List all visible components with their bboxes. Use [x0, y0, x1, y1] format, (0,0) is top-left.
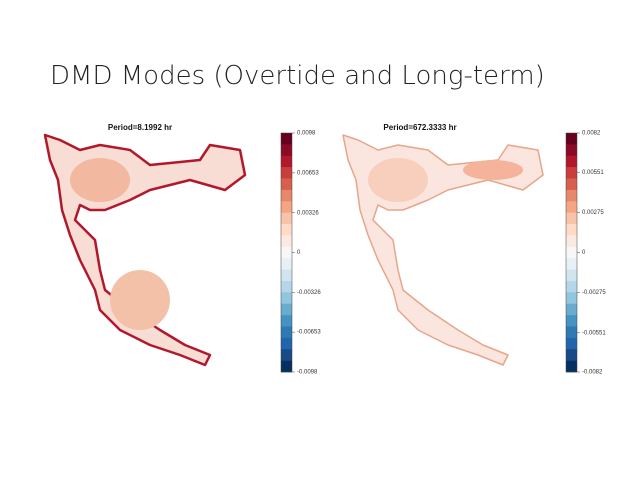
- colorbar-tick-label: 0.00275: [582, 210, 604, 216]
- colorbar-tick-label: -0.00551: [582, 330, 606, 336]
- colorbar-tick-label: 0: [582, 250, 586, 256]
- colorbar-band: [566, 235, 577, 248]
- colorbar-band: [566, 292, 577, 305]
- colorbar-band: [281, 178, 292, 191]
- colorbar-band: [281, 326, 292, 339]
- colorbar-band: [281, 235, 292, 248]
- colorbar-band: [566, 189, 577, 202]
- colorbar-band: [566, 258, 577, 270]
- bay-region: [110, 270, 170, 330]
- colorbar-tick-label: 0: [297, 250, 301, 256]
- colorbar-band: [281, 315, 292, 327]
- colorbar-band: [566, 155, 577, 168]
- colorbar-band: [281, 201, 292, 213]
- colorbar-tick-label: -0.0098: [297, 370, 318, 376]
- colorbar-band: [566, 178, 577, 191]
- colorbar-band: [281, 133, 292, 145]
- colorbar-tick-label: 0.00326: [297, 210, 319, 216]
- colorbar-tick-label: 0.00551: [582, 170, 604, 176]
- panel-title: Period=8.1992 hr: [108, 123, 172, 132]
- colorbar-tick-label: -0.00326: [297, 290, 321, 296]
- colorbar-band: [566, 167, 577, 179]
- colorbar-band: [566, 337, 577, 350]
- colorbar-tick-label: 0.0098: [297, 131, 316, 137]
- colorbar-band: [566, 201, 577, 213]
- colorbar-band: [281, 303, 292, 316]
- colorbar-band: [566, 212, 577, 225]
- bay-region: [463, 160, 523, 180]
- colorbar-tick-label: 0.00653: [297, 170, 319, 176]
- colorbar-band: [281, 167, 292, 179]
- colorbar-band: [281, 212, 292, 225]
- slide-title: DMD Modes (Overtide and Long-term): [50, 61, 545, 91]
- colorbar-band: [281, 337, 292, 350]
- colorbar-band: [566, 326, 577, 339]
- colorbar-tick-label: -0.00653: [297, 330, 321, 336]
- colorbar-band: [566, 360, 577, 373]
- colorbar-band: [566, 246, 577, 259]
- colorbar-band: [566, 269, 577, 282]
- colorbar-band: [281, 269, 292, 282]
- colorbar-band: [281, 349, 292, 361]
- colorbar-band: [566, 303, 577, 316]
- colorbar-band: [281, 155, 292, 168]
- colorbar-band: [281, 360, 292, 373]
- bay-region: [368, 158, 428, 202]
- panel-title: Period=672.3333 hr: [383, 123, 456, 132]
- colorbar-band: [281, 144, 292, 157]
- colorbar-band: [281, 292, 292, 305]
- colorbar-band: [566, 224, 577, 236]
- colorbar-band: [566, 144, 577, 157]
- colorbar-band: [281, 224, 292, 236]
- bay-region: [70, 158, 130, 202]
- colorbar-tick-label: -0.00275: [582, 290, 606, 296]
- map: [43, 133, 247, 367]
- map: [342, 134, 544, 366]
- colorbar-tick-label: 0.0082: [582, 131, 601, 137]
- colorbar-band: [281, 189, 292, 202]
- colorbar-tick-label: -0.0082: [582, 370, 603, 376]
- colorbar-band: [566, 133, 577, 145]
- colorbar-band: [281, 258, 292, 270]
- colorbar-band: [566, 349, 577, 361]
- colorbar-band: [566, 280, 577, 293]
- colorbar-band: [281, 246, 292, 259]
- colorbar-band: [281, 280, 292, 293]
- colorbar-band: [566, 315, 577, 327]
